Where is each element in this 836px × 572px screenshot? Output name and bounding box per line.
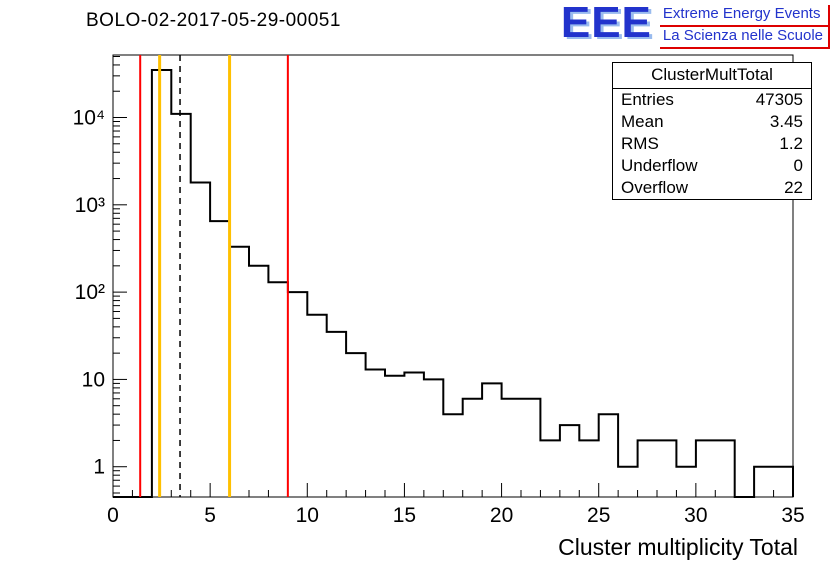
stats-box-title: ClusterMultTotal — [613, 63, 811, 89]
stats-row-label: Underflow — [621, 156, 698, 175]
stats-row: Entries 47305 — [613, 89, 811, 111]
x-tick-label: 20 — [490, 504, 513, 527]
eee-logo-line1: Extreme Energy Events — [659, 5, 828, 27]
y-tick-label: 10³ — [75, 194, 105, 217]
y-tick-label: 1 — [93, 456, 105, 479]
x-tick-label: 25 — [587, 504, 610, 527]
stats-row-value: 0 — [793, 156, 803, 175]
x-tick-label: 5 — [204, 504, 216, 527]
stats-row-label: Overflow — [621, 178, 689, 197]
page-title: BOLO-02-2017-05-29-00051 — [86, 10, 341, 31]
eee-logo-text: Extreme Energy Events La Scienza nelle S… — [659, 5, 830, 49]
stats-row: RMS 1.2 — [613, 133, 811, 155]
stats-row-label: Entries — [621, 90, 674, 109]
y-tick-label: 10⁴ — [73, 107, 105, 130]
x-tick-label: 10 — [296, 504, 319, 527]
stats-row-value: 47305 — [755, 90, 803, 109]
x-tick-label: 15 — [393, 504, 416, 527]
plot-frame — [112, 54, 794, 498]
x-tick-label: 35 — [781, 504, 804, 527]
stats-row: Overflow 22 — [613, 177, 811, 199]
stats-row: Underflow 0 — [613, 155, 811, 177]
stats-row-value: 3.45 — [769, 112, 803, 131]
x-tick-label: 0 — [107, 504, 119, 527]
eee-logo: EEE Extreme Energy Events La Scienza nel… — [560, 0, 830, 49]
stats-box: ClusterMultTotal Entries 47305 Mean 3.45 RMS… — [612, 62, 812, 200]
stats-row-value: 1.2 — [779, 134, 803, 153]
stats-row: Mean 3.45 — [613, 111, 811, 133]
eee-logo-acronym: EEE — [560, 0, 652, 47]
stats-row-value: 22 — [784, 178, 803, 197]
x-tick-label: 30 — [684, 504, 707, 527]
eee-logo-line2: La Scienza nelle Scuole — [659, 27, 828, 49]
stats-row-label: Mean — [621, 112, 664, 131]
y-tick-label: 10² — [75, 281, 105, 304]
x-axis-title: Cluster multiplicity Total — [558, 534, 798, 560]
stats-row-label: RMS — [621, 134, 659, 153]
y-tick-label: 10 — [82, 368, 105, 391]
stats-rows: Entries 47305 Mean 3.45 RMS 1.2 Underflow 0 Over… — [613, 89, 811, 199]
